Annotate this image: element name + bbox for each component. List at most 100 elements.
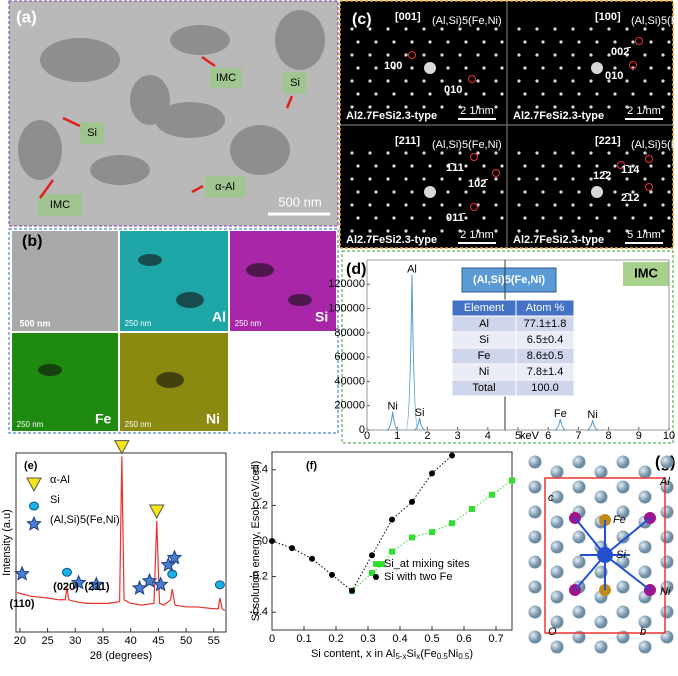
atom — [594, 490, 608, 504]
atom — [572, 455, 586, 469]
diffraction-spot — [589, 177, 593, 181]
diffraction-spot — [523, 190, 527, 194]
diffraction-spot — [482, 92, 486, 96]
diffraction-spot — [494, 79, 498, 83]
diffraction-spot — [607, 27, 611, 31]
y-tick-label: 0 — [262, 535, 268, 547]
diffraction-spot — [661, 79, 665, 83]
diffraction-spot — [577, 216, 581, 220]
atom — [550, 490, 564, 504]
diffraction-spot — [410, 216, 414, 220]
phase: (Al,Si)5(Fe,Ni) — [432, 139, 502, 151]
spot-label: 2̄12 — [621, 192, 639, 204]
scale-label: 2 1/nm — [460, 229, 494, 241]
x-tick-label: 0.3 — [360, 633, 375, 645]
diffraction-spot — [494, 151, 498, 155]
diffraction-spot — [553, 105, 557, 109]
diffraction-spot — [523, 66, 527, 70]
diffraction-spot — [607, 203, 611, 207]
bond — [604, 517, 651, 556]
peak-marker — [14, 565, 30, 581]
diffraction-spot — [386, 177, 390, 181]
diffraction-spot — [607, 79, 611, 83]
spot-label: 010 — [444, 84, 462, 96]
y-tick-label: 0 — [359, 424, 365, 436]
diffraction-spot — [541, 66, 545, 70]
peak — [554, 418, 567, 431]
diffraction-spot — [386, 27, 390, 31]
atom — [594, 640, 608, 654]
scale-bar: 250 nm — [125, 319, 152, 328]
atom — [550, 465, 564, 479]
diffraction-spot — [464, 216, 468, 220]
diffraction-spot — [476, 105, 480, 109]
diffraction-spot — [553, 151, 557, 155]
diffraction-spot — [446, 66, 450, 70]
phase: (Al,Si)5(Fe,Ni) — [631, 15, 678, 27]
diffraction-spot — [535, 203, 539, 207]
plot-frame — [271, 451, 513, 631]
diffraction-spot — [667, 216, 671, 220]
diffraction-spot — [649, 40, 653, 44]
atom — [550, 615, 564, 629]
diffraction-spot — [589, 27, 593, 31]
diffraction-spot — [422, 105, 426, 109]
panel-label: (a) — [16, 7, 37, 26]
spot-label: 12̄2 — [593, 170, 611, 182]
si-atom — [597, 547, 613, 563]
diffraction-spot — [649, 92, 653, 96]
point — [289, 545, 295, 552]
diffraction-spot — [374, 190, 378, 194]
atom — [660, 455, 674, 469]
x-tick-label: 35 — [97, 635, 109, 647]
diffraction-spot — [458, 203, 462, 207]
diffraction-spot — [428, 164, 432, 168]
type-label: Al2.7FeSi2.3-type — [346, 110, 437, 122]
diffraction-spot — [553, 203, 557, 207]
diffraction-spot — [494, 229, 498, 233]
diffraction-spot — [422, 27, 426, 31]
diffraction-spot — [643, 203, 647, 207]
diffraction-spot — [553, 27, 557, 31]
atom — [660, 480, 674, 494]
diffraction-spot — [607, 177, 611, 181]
diffraction-spot — [446, 40, 450, 44]
diffraction-spot — [494, 203, 498, 207]
diffraction-spot — [440, 151, 444, 155]
diffraction-spot — [535, 53, 539, 57]
diffraction-spot — [410, 40, 414, 44]
diffraction-spot — [404, 105, 408, 109]
diffraction-spot — [464, 92, 468, 96]
diffraction-spot — [613, 92, 617, 96]
annotation: IMC — [50, 199, 70, 211]
point — [449, 520, 455, 527]
diffraction-spot — [386, 53, 390, 57]
diffraction-spot — [440, 177, 444, 181]
axis-label: O — [548, 626, 557, 638]
x-axis-label-part: Ni — [448, 648, 458, 660]
x-axis-label-part: 0.5 — [437, 652, 449, 661]
diffraction-spot — [571, 203, 575, 207]
diffraction-spot — [607, 53, 611, 57]
diffraction-spot — [541, 164, 545, 168]
element: Fe — [95, 411, 112, 427]
diffraction-spot — [374, 92, 378, 96]
table-text: 6.5±0.4 — [527, 334, 564, 346]
panel-a: (a) IMC Si Si α-Al IMC 500 nm — [8, 0, 339, 227]
atom — [660, 605, 674, 619]
x-tick-label: 7 — [575, 430, 581, 442]
atom — [638, 615, 652, 629]
spot-label: 102̄ — [468, 178, 488, 190]
element: Al — [212, 309, 226, 325]
x-axis-label-part: Si content, x in Al — [311, 648, 395, 660]
peak — [386, 411, 399, 431]
atom — [660, 555, 674, 569]
x-tick-label: 8 — [606, 430, 612, 442]
phase: (Al,Si)5(Fe,Ni) — [432, 15, 502, 27]
diffraction-spot — [661, 105, 665, 109]
diffraction-spot — [424, 186, 436, 198]
diffraction-spot — [350, 105, 354, 109]
table-text: Fe — [478, 350, 491, 362]
x-tick-label: 0.7 — [488, 633, 503, 645]
atom — [616, 480, 630, 494]
